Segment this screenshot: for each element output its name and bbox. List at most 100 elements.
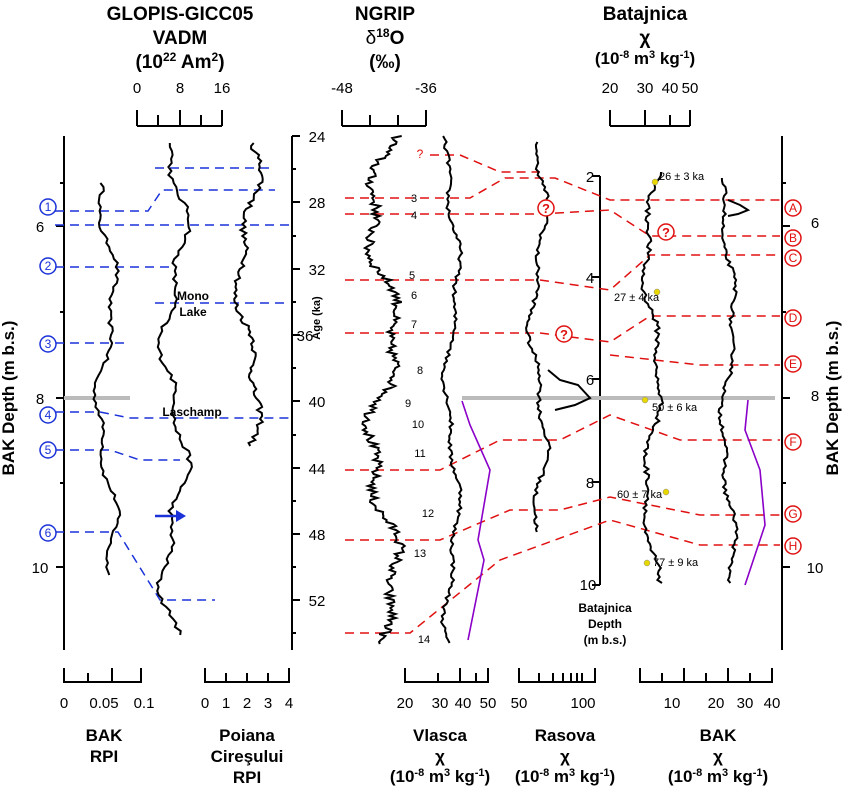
glopis-unit: (1022 Am2) <box>135 50 224 73</box>
tick-label: 3 <box>264 695 272 712</box>
age-label: 26 ± 3 ka <box>659 171 705 183</box>
tick-label: 4 <box>285 695 293 712</box>
marker-A <box>784 199 802 217</box>
tick-label: 32 <box>309 262 326 279</box>
vlasca-label: Vlasca <box>413 726 467 745</box>
question-circle <box>657 223 675 241</box>
bak-rpi-label-1: BAK <box>86 726 124 745</box>
rasova-unit: (10-8 m3 kg-1) <box>515 767 615 786</box>
ngrip-top-axis: -48 -36 <box>331 80 437 127</box>
bak-depth-axis-right: 6 8 10 BAK Depth (m b.s.) <box>781 136 842 650</box>
batajnica-top-axis: 20 30 40 50 <box>602 80 699 127</box>
bat-depth-label-3: (m b.s.) <box>584 633 627 647</box>
bak-depth-label-left: BAK Depth (m b.s.) <box>0 321 18 476</box>
marker-F <box>784 433 802 451</box>
tick-label: 10 <box>32 560 49 577</box>
tick-label: 8 <box>586 475 594 492</box>
tick-label: 20 <box>708 695 725 712</box>
tick-label: 40 <box>455 695 472 712</box>
marker-H <box>784 537 802 555</box>
bak-rpi-trace <box>92 182 122 576</box>
marker-label: 3 <box>45 337 52 351</box>
red-markers: A B C D E F G H <box>784 199 802 555</box>
do-label: 8 <box>417 365 423 377</box>
question-markers: ? ? ? ? <box>417 147 675 343</box>
marker-label: C <box>789 251 798 265</box>
red-correlation-lines <box>345 154 780 634</box>
marker-3 <box>39 335 57 353</box>
rasova-axis: 50 100 <box>511 668 596 712</box>
ngrip-d18o-trace <box>360 135 407 645</box>
tick-label: 8 <box>811 388 819 405</box>
tick-label: 0 <box>133 80 141 97</box>
question-label: ? <box>560 327 568 342</box>
tick-label: 10 <box>807 560 824 577</box>
vlasca-chi: χ <box>435 747 445 766</box>
batajnica-unit: (10-8 m3 kg-1) <box>595 49 695 68</box>
batajnica-chi: χ <box>640 28 651 49</box>
batajnica-chi-trace-1 <box>640 171 665 584</box>
blue-correlation-lines <box>55 167 290 601</box>
tick-label: 30 <box>737 695 754 712</box>
dot-icon <box>651 178 659 186</box>
bak-depth-label-right: BAK Depth (m b.s.) <box>823 321 842 476</box>
tick-label: 10 <box>664 695 681 712</box>
bat-depth-label-1: Batajnica <box>578 601 632 615</box>
tick-label: 2 <box>243 695 251 712</box>
bak-chi-unit: (10-8 m3 kg-1) <box>668 767 768 786</box>
poiana-label-3: RPI <box>233 768 261 787</box>
vlasca-axis: 20 30 40 50 <box>397 668 496 712</box>
tick-label: 20 <box>397 695 414 712</box>
do-label: 7 <box>411 319 417 331</box>
do-label: 13 <box>414 548 426 560</box>
do-label: 10 <box>412 419 424 431</box>
question-label: ? <box>662 225 670 240</box>
bak-model-line <box>744 399 766 586</box>
ngrip-unit: (‰) <box>369 52 401 73</box>
bat-depth-label-2: Depth <box>588 617 622 631</box>
tick-label: 10 <box>580 577 597 594</box>
laschamp-label: Laschamp <box>162 405 221 419</box>
bak-depth-axis-left: 6 8 10 BAK Depth (m b.s.) <box>0 136 65 650</box>
marker-1 <box>39 198 57 216</box>
tick-label: 28 <box>309 195 326 212</box>
rasova-chi: χ <box>560 747 570 766</box>
poiana-label-1: Poiana <box>219 726 275 745</box>
age-labels: 26 ± 3 ka 27 ± 4 ka 50 ± 6 ka 60 ± 7 ka … <box>614 171 705 569</box>
vlasca-unit: (10-8 m3 kg-1) <box>390 767 490 786</box>
bak-chi: χ <box>713 747 723 766</box>
glopis-title: GLOPIS-GICC05 <box>107 4 254 25</box>
do-label: 11 <box>414 448 425 460</box>
tick-label: 8 <box>176 80 184 97</box>
marker-label: F <box>789 435 796 449</box>
question-circle <box>537 199 555 217</box>
marker-label: B <box>789 231 797 245</box>
question-label: ? <box>542 201 550 216</box>
tick-label: 6 <box>811 215 819 232</box>
tick-label: 50 <box>682 80 699 97</box>
question-circle <box>555 325 573 343</box>
marker-C <box>784 249 802 267</box>
blue-markers: 1 2 3 4 5 6 <box>39 198 57 542</box>
marker-label: 4 <box>45 408 52 422</box>
glopis-subtitle: VADM <box>153 28 208 49</box>
tick-label: 1 <box>222 695 230 712</box>
bak-rpi-label-2: RPI <box>90 747 118 766</box>
tick-label: 40 <box>309 394 326 411</box>
tick-label: 30 <box>432 695 449 712</box>
mono-lake-label-1: Mono <box>177 289 209 303</box>
tick-label: 0 <box>201 695 209 712</box>
marker-label: A <box>789 201 797 215</box>
age-label: 50 ± 6 ka <box>652 402 698 414</box>
tick-label: 4 <box>586 270 594 287</box>
tick-label: 24 <box>309 129 326 146</box>
batajnica-chi-trace-2 <box>717 177 739 584</box>
data-traces <box>92 135 751 645</box>
tick-label: 44 <box>309 461 326 478</box>
age-axis: 24 28 32 40 44 48 52 36 Age (ka) <box>291 129 326 650</box>
poiana-label-2: Cireşului <box>211 747 284 766</box>
glopis-top-axis: 0 8 16 <box>133 80 230 127</box>
age-label: 27 ± 4 ka <box>614 292 660 304</box>
